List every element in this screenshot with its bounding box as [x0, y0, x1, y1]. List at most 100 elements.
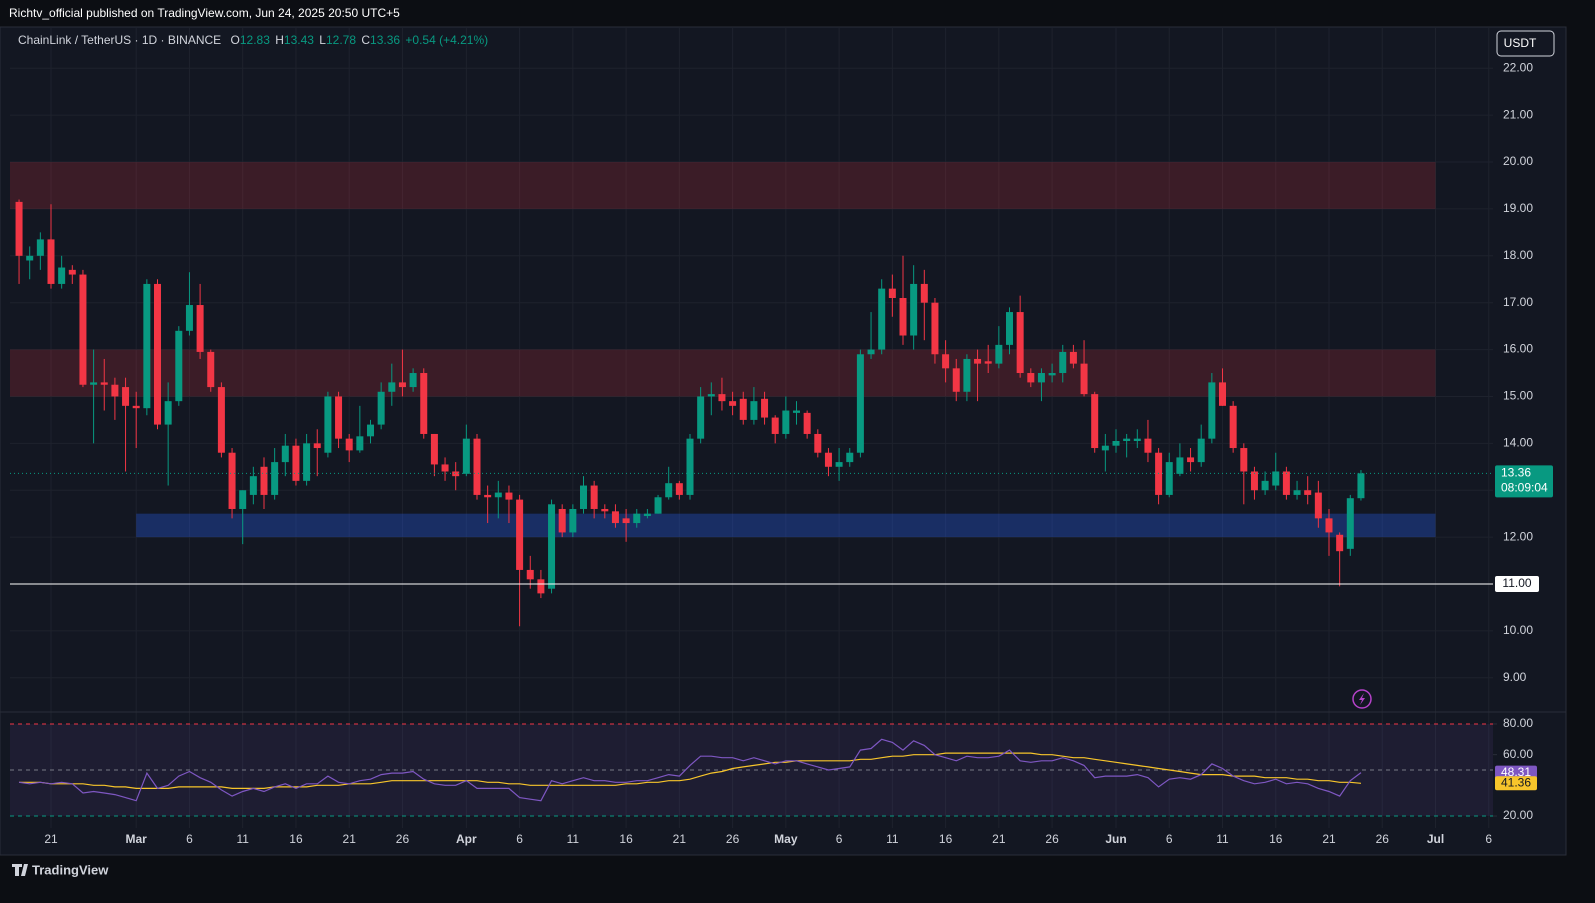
candle-body [963, 358, 971, 392]
price-zone [10, 162, 1436, 209]
candle-body [303, 443, 311, 481]
candle-body [697, 396, 705, 439]
x-tick-label: 16 [289, 832, 303, 846]
candle-body [452, 471, 460, 477]
x-tick-label: 16 [619, 832, 633, 846]
candle-body [154, 283, 161, 425]
candle-body [1112, 441, 1120, 446]
candle-body [1101, 445, 1109, 451]
chart-area [0, 26, 1567, 856]
rsi-tick-label: 60.00 [1503, 747, 1533, 761]
candle-body [750, 401, 758, 420]
candle-body [1037, 373, 1045, 383]
candle-body [878, 288, 886, 350]
x-tick-label: 11 [1216, 832, 1229, 846]
rsi-value: 48.31 [1501, 765, 1531, 779]
x-tick-label: 16 [939, 832, 953, 846]
x-tick-label: 11 [236, 832, 249, 846]
candle-body [984, 361, 992, 364]
candle-body [324, 396, 332, 453]
candle-body [377, 391, 385, 425]
candle-body [494, 492, 502, 498]
candle-body [185, 305, 193, 331]
candle-body [441, 464, 449, 472]
candle-body [1229, 405, 1237, 449]
alert-icon[interactable] [1352, 689, 1372, 709]
candle-body [824, 452, 832, 467]
candle-body [580, 485, 587, 509]
candle-body [1314, 492, 1322, 519]
candle-body [1059, 351, 1067, 374]
candle-body [1176, 457, 1184, 474]
alert-icon-bolt [1359, 693, 1365, 705]
candle-body [1144, 438, 1152, 453]
candle-body [793, 410, 800, 413]
candle-body [633, 513, 641, 524]
candle-body [335, 396, 343, 439]
candle-body [899, 297, 907, 336]
x-tick-label: Apr [456, 832, 477, 846]
candle-body [782, 410, 790, 434]
y-tick-label: 21.00 [1503, 107, 1533, 121]
support-label: 11.00 [1502, 576, 1531, 590]
candle-body [239, 490, 247, 509]
x-tick-label: May [774, 832, 798, 846]
candle-body [207, 351, 215, 388]
candle-body [622, 518, 630, 524]
candle-body [1240, 448, 1248, 472]
candle-body [175, 330, 183, 402]
x-tick-label: 11 [886, 832, 899, 846]
ohlc-prefix: H [275, 33, 284, 47]
candle-body [537, 579, 545, 594]
candle-body [313, 443, 321, 449]
candle-body [1080, 363, 1088, 395]
x-tick-label: 6 [1166, 832, 1173, 846]
price-zone [10, 349, 1436, 397]
candle-body [1293, 490, 1301, 495]
rsi-value-box [1495, 765, 1537, 780]
candle-body [68, 269, 76, 275]
last-price-box [1495, 465, 1553, 498]
candle-body [430, 433, 438, 465]
candle-body [90, 382, 98, 385]
candle-body [58, 267, 66, 284]
candle-body [292, 445, 300, 481]
candle-body [526, 569, 534, 580]
candle-body [590, 485, 598, 509]
currency-button[interactable] [1496, 30, 1555, 57]
currency-label[interactable]: USDT [1504, 36, 1537, 50]
candle-body [729, 401, 737, 406]
candle-body [761, 398, 769, 418]
candle-body [164, 401, 172, 425]
y-tick-label: 16.00 [1503, 342, 1533, 356]
candle-body [505, 492, 513, 500]
candle-body [707, 394, 715, 397]
price-zone [136, 513, 1436, 538]
x-tick-label: 6 [516, 832, 523, 846]
candle-body [47, 239, 55, 284]
y-tick-label: 19.00 [1503, 201, 1533, 215]
candle-body [409, 373, 417, 388]
candle-body [122, 387, 130, 406]
x-tick-label: 6 [186, 832, 193, 846]
x-tick-label: 21 [1322, 832, 1336, 846]
candle-body [1346, 498, 1354, 549]
candle-body [1091, 394, 1099, 449]
candle-body [1357, 473, 1365, 499]
candle-body [1165, 462, 1173, 495]
x-tick-label: 6 [1485, 832, 1492, 846]
candle-body [388, 382, 396, 392]
candle-body [484, 494, 492, 498]
close-value: 13.36 [370, 33, 400, 47]
legend: ChainLink / TetherUS · 1D · BINANCE O12.… [18, 33, 488, 47]
x-tick-label: 21 [992, 832, 1006, 846]
candle-body [995, 344, 1003, 364]
publisher-line: Richtv_official published on TradingView… [9, 6, 400, 20]
candle-body [1006, 312, 1013, 345]
candle-body [1069, 351, 1077, 364]
x-tick-label: 26 [396, 832, 410, 846]
candle-body [398, 382, 406, 388]
rsi-ma-line [19, 752, 1362, 789]
rsi-ma-value: 41.36 [1501, 775, 1531, 789]
candle-body [196, 305, 204, 352]
